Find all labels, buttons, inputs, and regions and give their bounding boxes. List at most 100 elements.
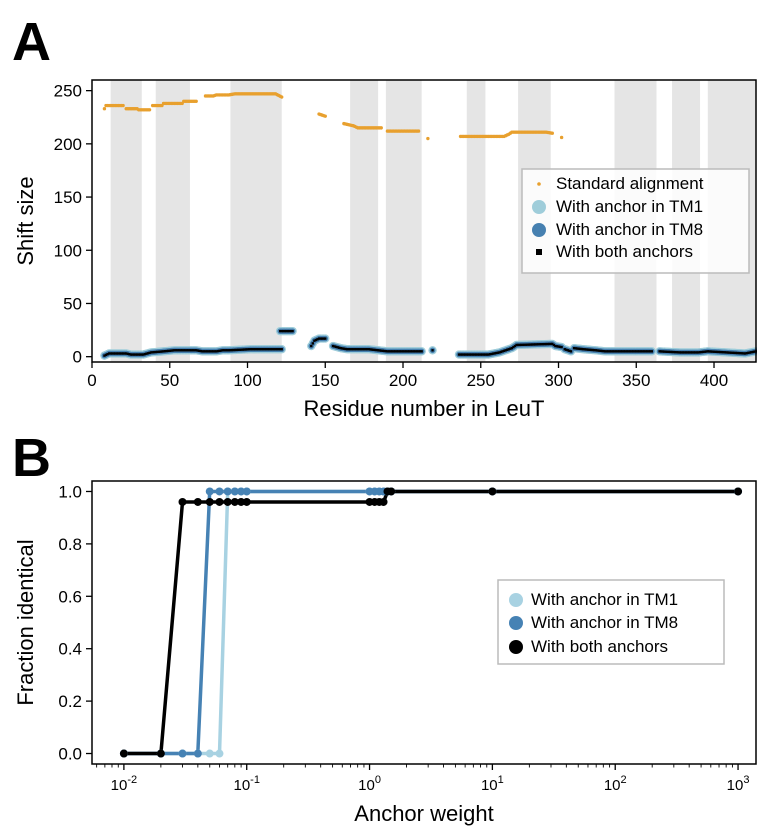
- x-tick-exponent: 0: [375, 774, 381, 786]
- both-point: [143, 352, 147, 356]
- both-point: [527, 343, 531, 346]
- legend-marker: [509, 616, 523, 630]
- both-point: [747, 351, 750, 355]
- both-point: [190, 349, 193, 352]
- legend-marker-standard: [537, 182, 541, 186]
- both-point: [692, 351, 695, 354]
- panel-a-legend: Standard alignment With anchor in TM1 With…: [521, 168, 750, 274]
- both-point: [490, 352, 493, 356]
- both-point: [278, 348, 282, 351]
- both-point: [278, 329, 282, 333]
- series-2-point: [488, 487, 497, 496]
- x-tick-label: 100: [233, 371, 261, 390]
- both-point: [316, 338, 319, 341]
- both-point: [205, 350, 209, 353]
- shaded-region-3: [350, 80, 379, 362]
- both-point: [255, 348, 259, 351]
- both-point: [249, 348, 252, 351]
- both-point: [204, 350, 207, 353]
- x-tick-label: 103: [727, 774, 750, 794]
- panel-b-x-axis: 10-2 10-1 100 101 102 103: [96, 764, 750, 794]
- both-point: [670, 350, 674, 354]
- x-tick-exponent: 2: [621, 774, 627, 786]
- both-point: [505, 348, 509, 351]
- both-point: [544, 342, 548, 346]
- both-point: [552, 343, 556, 347]
- both-point: [159, 350, 162, 353]
- x-tick-exponent: 3: [743, 774, 749, 786]
- both-point: [240, 348, 243, 351]
- both-point: [395, 350, 398, 353]
- x-tick-label: 0: [87, 371, 96, 390]
- both-point: [226, 349, 229, 352]
- both-point: [188, 349, 192, 352]
- both-point: [414, 350, 417, 353]
- both-point: [719, 350, 722, 354]
- both-point: [247, 348, 251, 351]
- x-tick-base: 10: [604, 777, 621, 794]
- standard-point: [194, 99, 198, 103]
- standard-point: [550, 131, 554, 135]
- both-point: [717, 350, 720, 354]
- both-point: [537, 343, 540, 346]
- both-point: [171, 349, 175, 352]
- both-point: [333, 345, 336, 348]
- both-point: [607, 350, 610, 353]
- both-point: [274, 348, 277, 351]
- both-point: [488, 353, 492, 356]
- both-point: [320, 337, 324, 340]
- both-point: [485, 353, 489, 356]
- both-point: [111, 352, 114, 355]
- both-point: [370, 348, 374, 351]
- both-point: [373, 348, 377, 352]
- series-1-point: [230, 487, 239, 496]
- both-point: [523, 343, 526, 346]
- x-tick-exponent: 1: [498, 774, 504, 786]
- both-point: [695, 351, 699, 354]
- both-point: [288, 329, 291, 333]
- both-point: [750, 351, 753, 354]
- both-point: [585, 348, 588, 351]
- both-point: [107, 352, 111, 355]
- both-point: [386, 350, 389, 353]
- series-1-point: [237, 487, 246, 496]
- both-point: [135, 353, 139, 356]
- both-point: [355, 348, 358, 351]
- both-point: [689, 351, 692, 354]
- both-point: [139, 353, 142, 356]
- both-point: [478, 353, 481, 356]
- both-point: [131, 353, 134, 356]
- series-2-point: [205, 497, 214, 506]
- both-point: [715, 350, 719, 354]
- standard-point: [559, 135, 564, 140]
- both-point: [257, 348, 260, 351]
- x-tick-label: 101: [481, 774, 504, 794]
- both-point: [246, 348, 249, 351]
- both-point: [535, 343, 538, 346]
- both-point: [104, 353, 108, 357]
- both-point: [513, 344, 517, 348]
- series-1-point: [205, 487, 214, 496]
- panel-a-y-axis-label: Shift size: [13, 176, 38, 265]
- legend-label: With anchor in TM8: [531, 613, 678, 632]
- both-point: [367, 348, 370, 351]
- both-point: [362, 348, 366, 351]
- both-point: [232, 348, 235, 352]
- both-point: [459, 353, 462, 356]
- both-point: [193, 349, 196, 352]
- both-point: [669, 350, 672, 354]
- standard-point: [147, 108, 152, 112]
- both-point: [462, 353, 465, 356]
- both-point: [580, 347, 584, 351]
- both-point: [610, 350, 613, 353]
- both-point: [530, 343, 534, 346]
- series-2-point: [242, 497, 251, 506]
- both-point: [636, 350, 640, 353]
- both-point: [482, 353, 486, 356]
- both-point: [677, 351, 680, 354]
- both-point: [616, 350, 619, 353]
- both-point: [394, 350, 397, 353]
- both-point: [474, 353, 478, 356]
- both-point: [356, 348, 360, 351]
- series-2-point: [223, 497, 232, 506]
